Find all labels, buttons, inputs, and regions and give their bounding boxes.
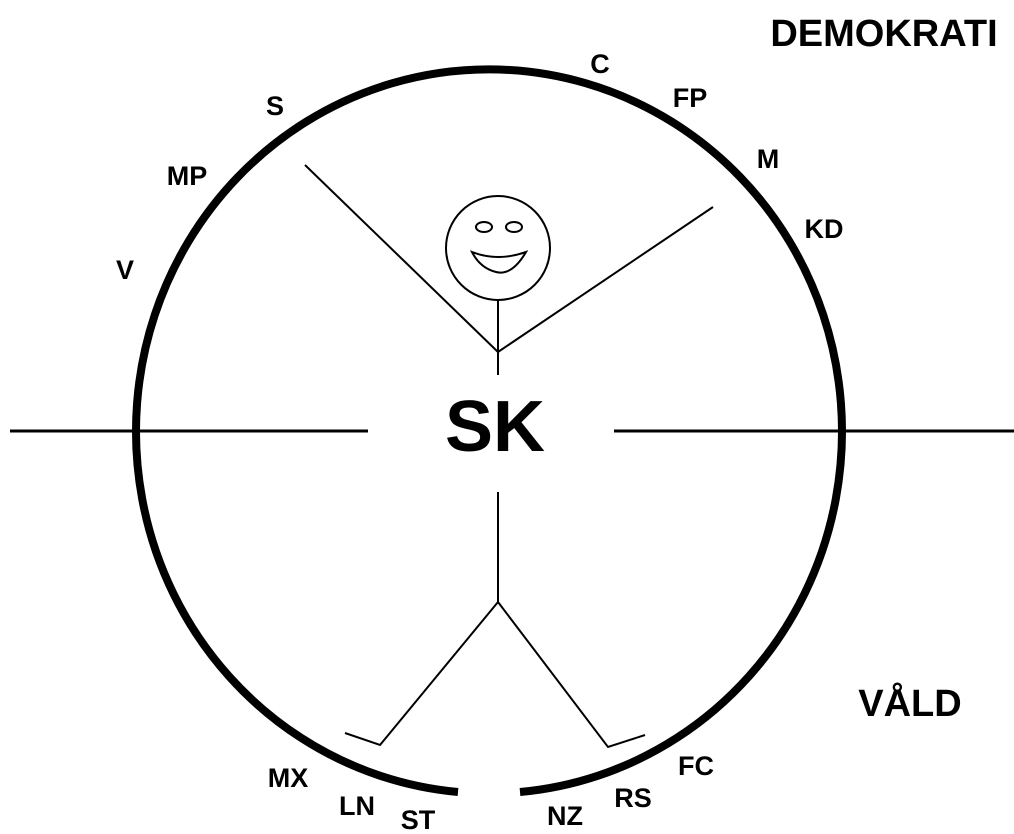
party-label: LN — [339, 791, 375, 821]
party-label: FP — [673, 83, 708, 113]
leg — [498, 602, 645, 747]
party-label: M — [757, 144, 780, 174]
party-label: V — [116, 255, 134, 285]
corner-label: DEMOKRATI — [770, 13, 997, 55]
head — [446, 196, 550, 300]
party-label: MX — [268, 763, 309, 793]
eye — [506, 222, 522, 232]
party-label: RS — [614, 783, 652, 813]
center-label: SK — [445, 387, 545, 467]
leg — [345, 602, 498, 745]
party-label: FC — [678, 751, 714, 781]
arm — [305, 165, 498, 352]
eye — [476, 222, 492, 232]
corner-label: VÅLD — [858, 681, 961, 725]
party-label: ST — [401, 805, 436, 834]
party-label: KD — [805, 214, 844, 244]
party-label: MP — [167, 161, 208, 191]
party-label: NZ — [547, 801, 583, 831]
party-label: C — [590, 49, 610, 79]
party-label: S — [266, 91, 284, 121]
diagram: SK DEMOKRATI VÅLD C FP M KD S MP V MX LN… — [0, 0, 1014, 834]
smile — [472, 252, 526, 273]
arm — [498, 207, 713, 352]
